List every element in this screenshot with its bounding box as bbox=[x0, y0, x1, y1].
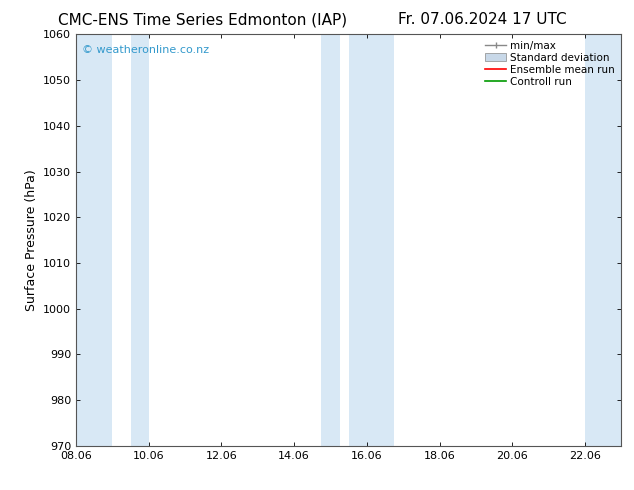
Bar bbox=[321, 34, 340, 446]
Bar bbox=[349, 34, 394, 446]
Text: CMC-ENS Time Series Edmonton (IAP): CMC-ENS Time Series Edmonton (IAP) bbox=[58, 12, 347, 27]
Y-axis label: Surface Pressure (hPa): Surface Pressure (hPa) bbox=[25, 169, 37, 311]
Bar bbox=[76, 34, 112, 446]
Text: Fr. 07.06.2024 17 UTC: Fr. 07.06.2024 17 UTC bbox=[398, 12, 566, 27]
Bar bbox=[585, 34, 621, 446]
Legend: min/max, Standard deviation, Ensemble mean run, Controll run: min/max, Standard deviation, Ensemble me… bbox=[482, 37, 618, 90]
Bar bbox=[131, 34, 149, 446]
Text: © weatheronline.co.nz: © weatheronline.co.nz bbox=[82, 45, 209, 54]
